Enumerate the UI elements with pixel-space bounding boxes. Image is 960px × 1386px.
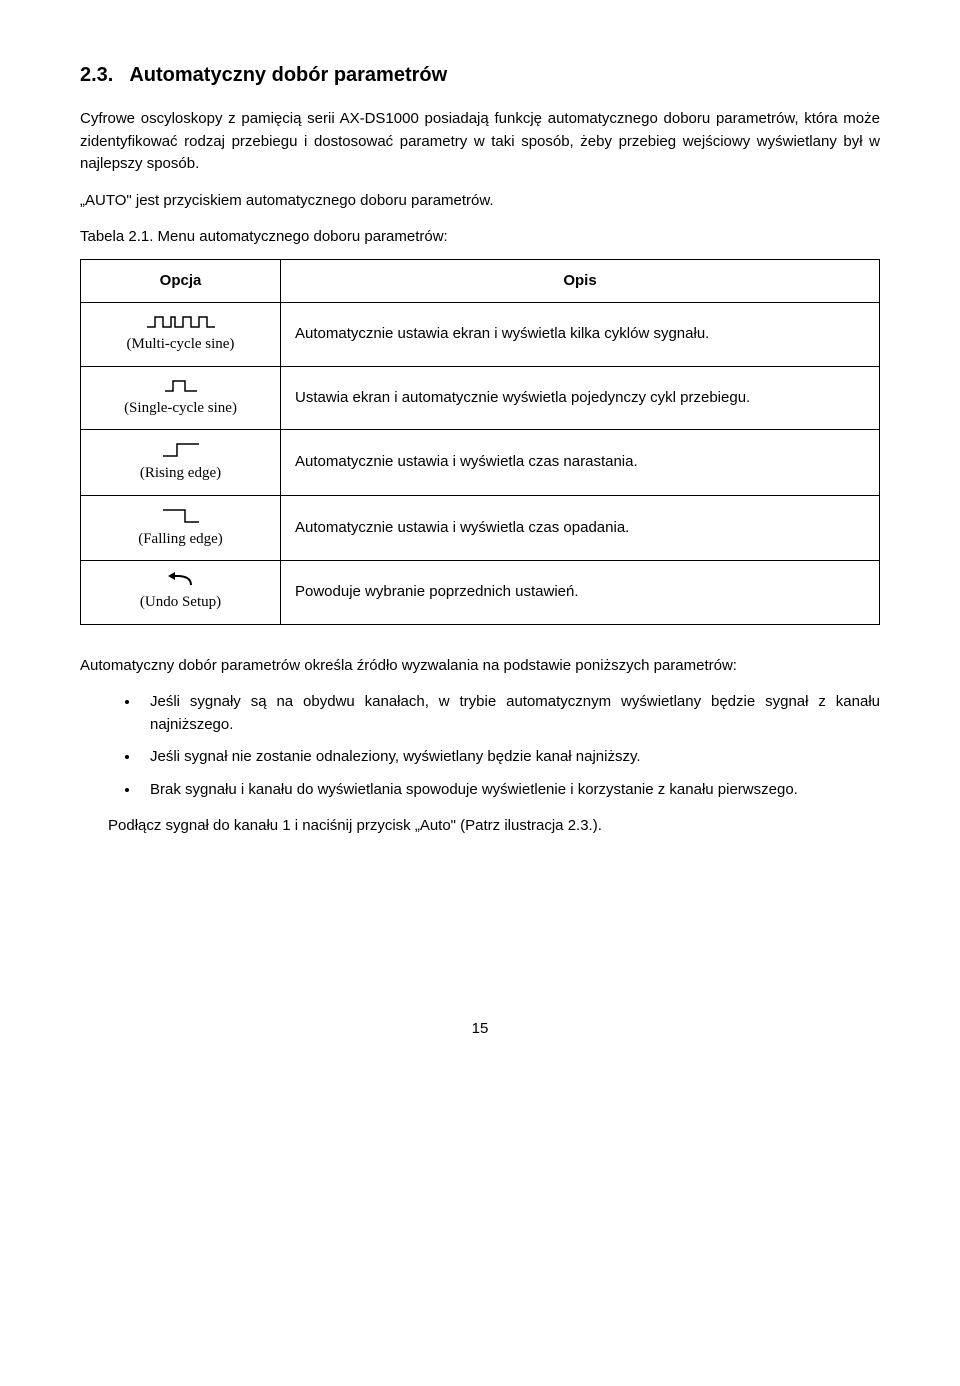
list-item: Jeśli sygnał nie zostanie odnaleziony, w… bbox=[140, 746, 880, 769]
section-heading: 2.3. Automatyczny dobór parametrów bbox=[80, 60, 880, 90]
option-single-cycle-sine: (Single-cycle sine) bbox=[81, 366, 281, 430]
after-intro-paragraph: Automatyczny dobór parametrów określa źr… bbox=[80, 655, 880, 678]
table-caption: Tabela 2.1. Menu automatycznego doboru p… bbox=[80, 226, 880, 249]
option-label: (Falling edge) bbox=[87, 528, 274, 551]
option-undo-setup: (Undo Setup) bbox=[81, 561, 281, 625]
after-list-paragraph: Podłącz sygnał do kanału 1 i naciśnij pr… bbox=[108, 815, 880, 838]
list-item: Jeśli sygnały są na obydwu kanałach, w t… bbox=[140, 691, 880, 736]
single-cycle-sine-icon bbox=[161, 377, 201, 395]
option-label: (Rising edge) bbox=[87, 462, 274, 485]
table-row: (Undo Setup) Powoduje wybranie poprzedni… bbox=[81, 561, 880, 625]
option-rising-edge: (Rising edge) bbox=[81, 430, 281, 496]
option-desc: Automatycznie ustawia i wyświetla czas n… bbox=[281, 430, 880, 496]
col-header-opcja: Opcja bbox=[81, 259, 281, 303]
option-desc: Ustawia ekran i automatycznie wyświetla … bbox=[281, 366, 880, 430]
table-row: (Multi-cycle sine) Automatycznie ustawia… bbox=[81, 303, 880, 367]
col-header-opis: Opis bbox=[281, 259, 880, 303]
option-label: (Single-cycle sine) bbox=[87, 397, 274, 420]
option-falling-edge: (Falling edge) bbox=[81, 495, 281, 561]
table-header-row: Opcja Opis bbox=[81, 259, 880, 303]
bullet-list: Jeśli sygnały są na obydwu kanałach, w t… bbox=[80, 691, 880, 801]
page-number: 15 bbox=[80, 1018, 880, 1041]
rising-edge-icon bbox=[159, 440, 203, 460]
table-row: (Single-cycle sine) Ustawia ekran i auto… bbox=[81, 366, 880, 430]
option-label: (Multi-cycle sine) bbox=[87, 333, 274, 356]
multi-cycle-sine-icon bbox=[145, 313, 217, 331]
option-desc: Automatycznie ustawia i wyświetla czas o… bbox=[281, 495, 880, 561]
heading-number: 2.3. bbox=[80, 64, 113, 86]
table-row: (Falling edge) Automatycznie ustawia i w… bbox=[81, 495, 880, 561]
option-desc: Powoduje wybranie poprzednich ustawień. bbox=[281, 561, 880, 625]
table-row: (Rising edge) Automatycznie ustawia i wy… bbox=[81, 430, 880, 496]
intro-paragraph-2: „AUTO" jest przyciskiem automatycznego d… bbox=[80, 190, 880, 213]
intro-paragraph-1: Cyfrowe oscyloskopy z pamięcią serii AX-… bbox=[80, 108, 880, 176]
option-multi-cycle-sine: (Multi-cycle sine) bbox=[81, 303, 281, 367]
option-label: (Undo Setup) bbox=[87, 591, 274, 614]
option-desc: Automatycznie ustawia ekran i wyświetla … bbox=[281, 303, 880, 367]
undo-setup-icon bbox=[163, 571, 199, 589]
options-table: Opcja Opis (Multi-cycle sine) Automatycz… bbox=[80, 259, 880, 625]
heading-title: Automatyczny dobór parametrów bbox=[129, 64, 447, 86]
list-item: Brak sygnału i kanału do wyświetlania sp… bbox=[140, 779, 880, 802]
falling-edge-icon bbox=[159, 506, 203, 526]
